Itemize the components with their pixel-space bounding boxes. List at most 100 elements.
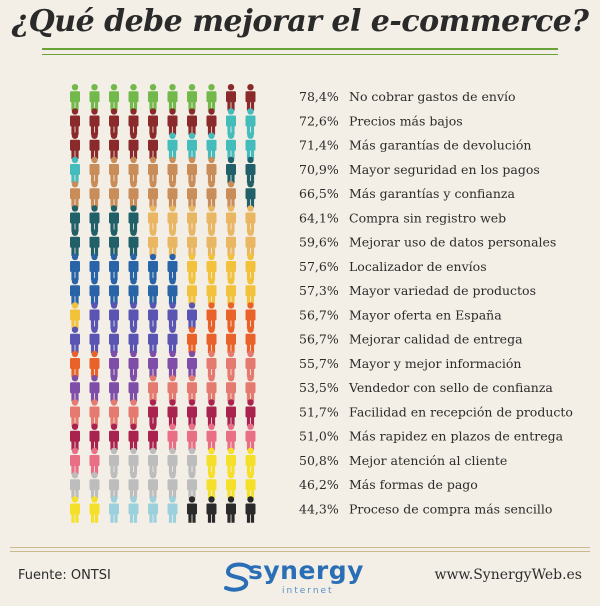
person-figure-icon — [167, 447, 178, 475]
person-figure-icon — [245, 205, 256, 232]
person-figure-icon — [70, 132, 80, 159]
person-figure-icon — [89, 375, 100, 402]
footer-rule-bottom — [10, 551, 590, 552]
person-figure-icon — [206, 181, 217, 208]
category-label: Mejorar uso de datos personales — [349, 235, 556, 250]
synergy-logo[interactable]: synergy internet — [222, 556, 382, 602]
person-figure-icon — [226, 278, 236, 305]
person-figure-icon — [206, 302, 217, 329]
person-figure-icon — [128, 181, 139, 208]
person-figure-icon — [226, 253, 236, 281]
person-figure-icon — [206, 447, 217, 475]
person-figure-icon — [245, 132, 256, 159]
person-figure-icon — [128, 302, 139, 329]
person-figure-icon — [70, 447, 80, 475]
person-figure-icon — [206, 108, 217, 135]
person-figure-icon — [206, 326, 217, 353]
percentage-label: 64,1% — [299, 210, 339, 225]
category-label: Compra sin registro web — [349, 210, 506, 225]
person-figure-icon — [187, 278, 197, 305]
person-figure-icon — [128, 399, 139, 426]
person-figure-icon — [148, 132, 158, 159]
category-label: Mayor y mejor información — [349, 356, 521, 371]
person-figure-icon — [70, 156, 80, 184]
website-link[interactable]: www.SynergyWeb.es — [434, 567, 582, 583]
person-figure-icon — [128, 278, 139, 305]
category-label: Mayor oferta en España — [349, 307, 502, 322]
person-figure-icon — [148, 350, 158, 378]
percentage-label: 71,4% — [299, 138, 339, 153]
person-figure-icon — [109, 399, 119, 426]
category-label: Proceso de compra más sencillo — [349, 501, 552, 516]
person-figure-icon — [226, 350, 236, 378]
person-figure-icon — [167, 278, 178, 305]
person-figure-icon — [128, 205, 139, 232]
category-label: Vendedor con sello de confianza — [348, 380, 553, 395]
person-figure-icon — [70, 84, 80, 111]
person-figure-icon — [89, 84, 100, 111]
person-figure-icon — [89, 253, 100, 281]
person-figure-icon — [109, 375, 119, 402]
person-figure-icon — [128, 423, 139, 450]
person-figure-icon — [206, 375, 217, 402]
person-figure-icon — [226, 108, 236, 135]
person-figure-icon — [128, 326, 139, 353]
person-figure-icon — [245, 423, 256, 450]
person-figure-icon — [167, 108, 178, 135]
person-figure-icon — [226, 472, 236, 499]
person-figure-icon — [70, 326, 80, 353]
person-figure-icon — [187, 350, 197, 378]
person-figure-icon — [70, 205, 80, 232]
person-figure-icon — [89, 350, 100, 378]
percentage-label: 57,6% — [299, 259, 339, 274]
person-figure-icon — [206, 350, 217, 378]
person-figure-icon — [226, 132, 236, 159]
percentage-label: 53,5% — [299, 380, 339, 395]
person-figure-icon — [167, 253, 178, 281]
category-label: Mayor seguridad en los pagos — [349, 162, 540, 177]
person-figure-icon — [148, 375, 158, 402]
person-figure-icon — [245, 302, 256, 329]
person-figure-icon — [167, 302, 178, 329]
person-figure-icon — [70, 496, 80, 523]
person-figure-icon — [206, 132, 217, 159]
pictograph-row — [70, 84, 256, 111]
person-figure-icon — [187, 181, 197, 208]
person-figure-icon — [245, 181, 256, 208]
pictograph-row — [70, 447, 256, 475]
person-figure-icon — [128, 447, 139, 475]
person-figure-icon — [167, 472, 178, 499]
pictograph-row — [70, 108, 256, 135]
person-figure-icon — [148, 205, 158, 232]
person-figure-icon — [245, 108, 256, 135]
person-figure-icon — [89, 496, 100, 523]
person-figure-icon — [148, 84, 158, 111]
person-figure-icon — [226, 205, 236, 232]
person-figure-icon — [187, 302, 197, 329]
person-figure-icon — [128, 156, 139, 184]
person-figure-icon — [206, 229, 217, 256]
person-figure-icon — [148, 447, 158, 475]
person-figure-icon — [187, 375, 197, 402]
person-figure-icon — [70, 423, 80, 450]
person-figure-icon — [128, 253, 139, 281]
person-figure-icon — [226, 447, 236, 475]
person-figure-icon — [226, 399, 236, 426]
pictograph-row — [70, 423, 256, 450]
person-figure-icon — [109, 132, 119, 159]
person-figure-icon — [128, 84, 139, 111]
person-figure-icon — [89, 229, 100, 256]
percentage-label: 51,0% — [299, 429, 339, 444]
person-figure-icon — [89, 399, 100, 426]
person-figure-icon — [226, 84, 236, 111]
category-label: Más garantías de devolución — [349, 138, 531, 153]
person-figure-icon — [148, 326, 158, 353]
person-figure-icon — [128, 496, 139, 523]
person-figure-icon — [226, 375, 236, 402]
person-figure-icon — [187, 472, 197, 499]
pictograph-row — [70, 326, 256, 353]
person-figure-icon — [109, 253, 119, 281]
person-figure-icon — [109, 447, 119, 475]
person-figure-icon — [70, 350, 80, 378]
